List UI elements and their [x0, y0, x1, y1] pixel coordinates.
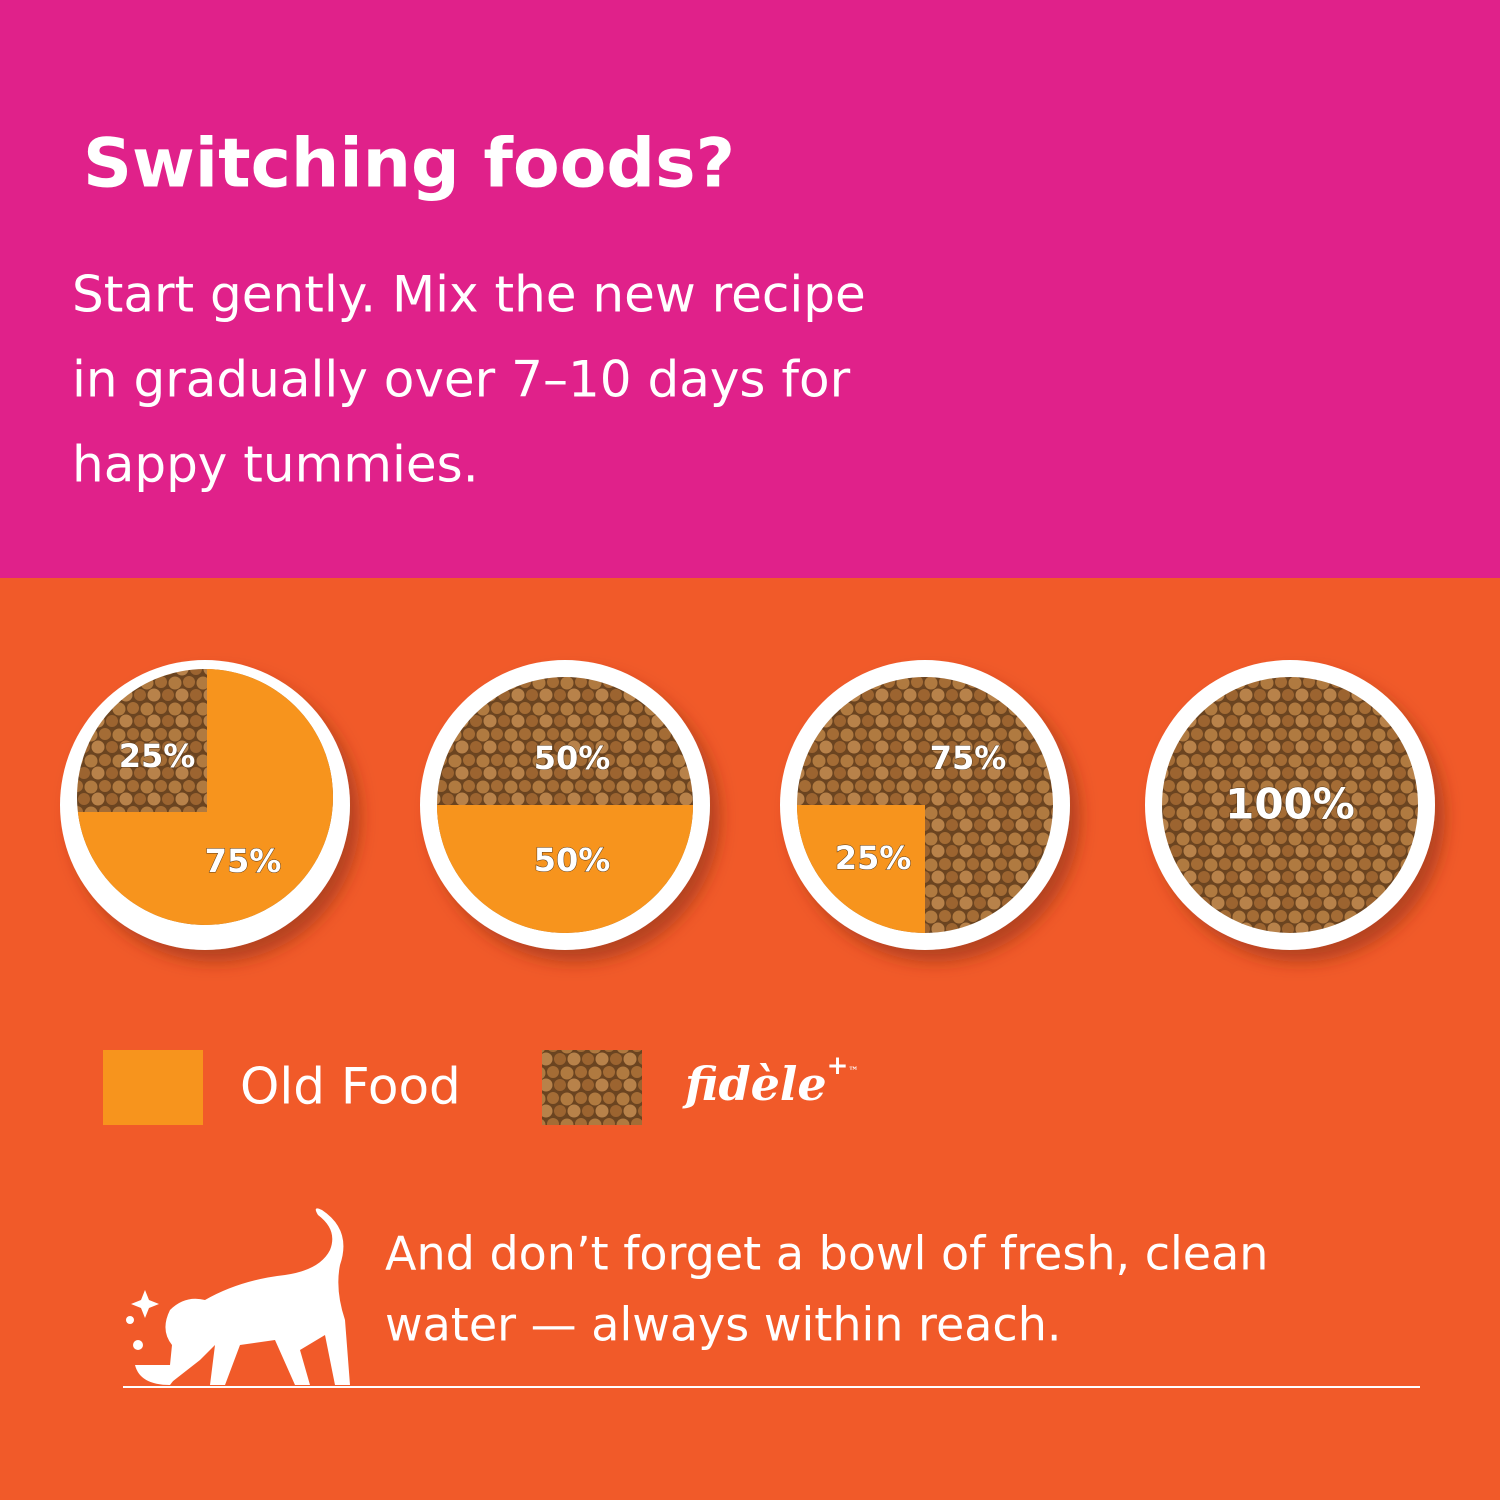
- new-pct: 50%: [534, 739, 611, 777]
- old-pct: 25%: [835, 839, 912, 877]
- bowl: 50% 50%: [420, 660, 710, 950]
- legend-swatch-new: [542, 1050, 642, 1125]
- dog-icon: [126, 1208, 350, 1385]
- header-bg: [0, 0, 1500, 578]
- trademark: ™: [848, 1066, 858, 1077]
- bowl: 75% 25%: [780, 660, 1070, 950]
- new-pct: 75%: [930, 739, 1007, 777]
- old-pct: 50%: [534, 841, 611, 879]
- new-pct: 25%: [119, 737, 196, 775]
- footer-line: water — always within reach.: [385, 1298, 1062, 1352]
- footer-line: And don’t forget a bowl of fresh, clean: [385, 1227, 1268, 1281]
- brand-mark: +: [827, 1051, 849, 1081]
- brand: fidèle: [682, 1057, 827, 1111]
- intro-line: in gradually over 7–10 days for: [72, 351, 851, 409]
- title: Switching foods?: [83, 125, 735, 204]
- legend-swatch-old: [103, 1050, 203, 1125]
- old-pct: 75%: [205, 842, 282, 880]
- legend-new: fidèle+™: [682, 1051, 858, 1111]
- legend-old: Old Food: [240, 1058, 461, 1116]
- intro-line: happy tummies.: [72, 436, 479, 494]
- bowl: 100%: [1145, 660, 1435, 950]
- new-pct: 100%: [1225, 780, 1355, 829]
- bowl: 25% 75%: [60, 660, 350, 950]
- intro-line: Start gently. Mix the new recipe: [72, 266, 866, 324]
